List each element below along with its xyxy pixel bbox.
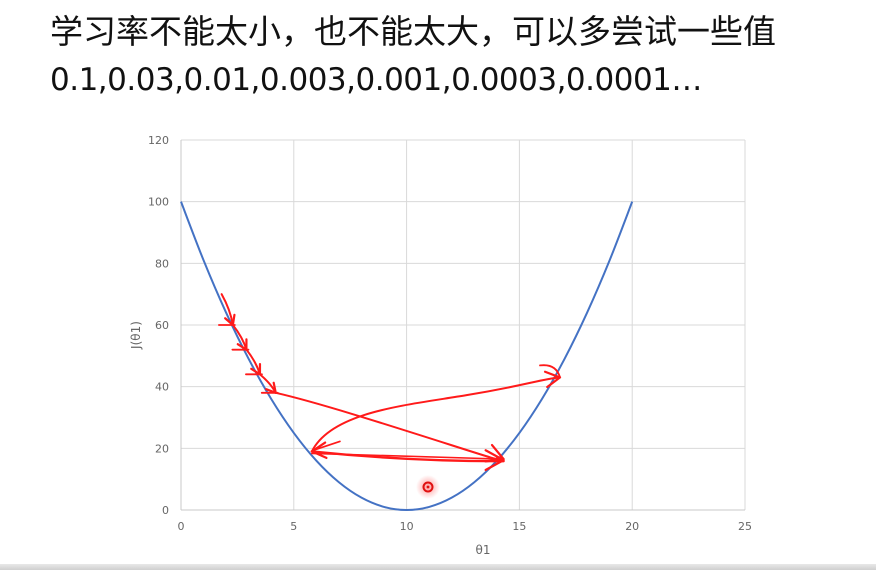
overshoot-arrow-1 <box>274 391 505 461</box>
overshoot-arrowhead-2 <box>310 441 328 460</box>
y-tick-label: 100 <box>148 196 169 209</box>
x-axis-title: θ1 <box>476 543 491 557</box>
x-tick-label: 5 <box>290 520 297 533</box>
overshoot-arrow-2b <box>311 452 505 460</box>
x-tick-label: 20 <box>625 520 639 533</box>
tick-labels: 0 5 10 15 20 25 0 20 40 60 80 100 120 <box>148 134 752 533</box>
y-tick-label: 20 <box>155 442 169 455</box>
x-tick-label: 25 <box>738 520 752 533</box>
y-tick-label: 80 <box>155 257 169 270</box>
cursor-indicator <box>416 475 440 499</box>
overshoot-hook-3 <box>539 364 561 379</box>
bottom-bar <box>0 564 876 570</box>
y-tick-label: 40 <box>155 381 169 394</box>
learning-rate-values: 0.1,0.03,0.01,0.003,0.001,0.0003,0.0001… <box>50 62 702 98</box>
y-tick-label: 60 <box>155 319 169 332</box>
gridlines <box>181 139 746 510</box>
overshoot-tick <box>314 440 341 451</box>
y-tick-label: 0 <box>162 504 169 517</box>
x-tick-label: 10 <box>400 520 414 533</box>
x-tick-label: 0 <box>178 520 185 533</box>
x-tick-label: 15 <box>512 520 526 533</box>
overshoot-arrowhead-2b <box>484 449 505 472</box>
y-tick-label: 120 <box>148 134 169 147</box>
slide-title: 学习率不能太小，也不能太大，可以多尝试一些值 <box>50 12 776 51</box>
annotation-layer <box>217 293 562 472</box>
overshoot-arrow-3 <box>310 376 562 453</box>
y-axis-title: J(θ1) <box>129 321 143 350</box>
